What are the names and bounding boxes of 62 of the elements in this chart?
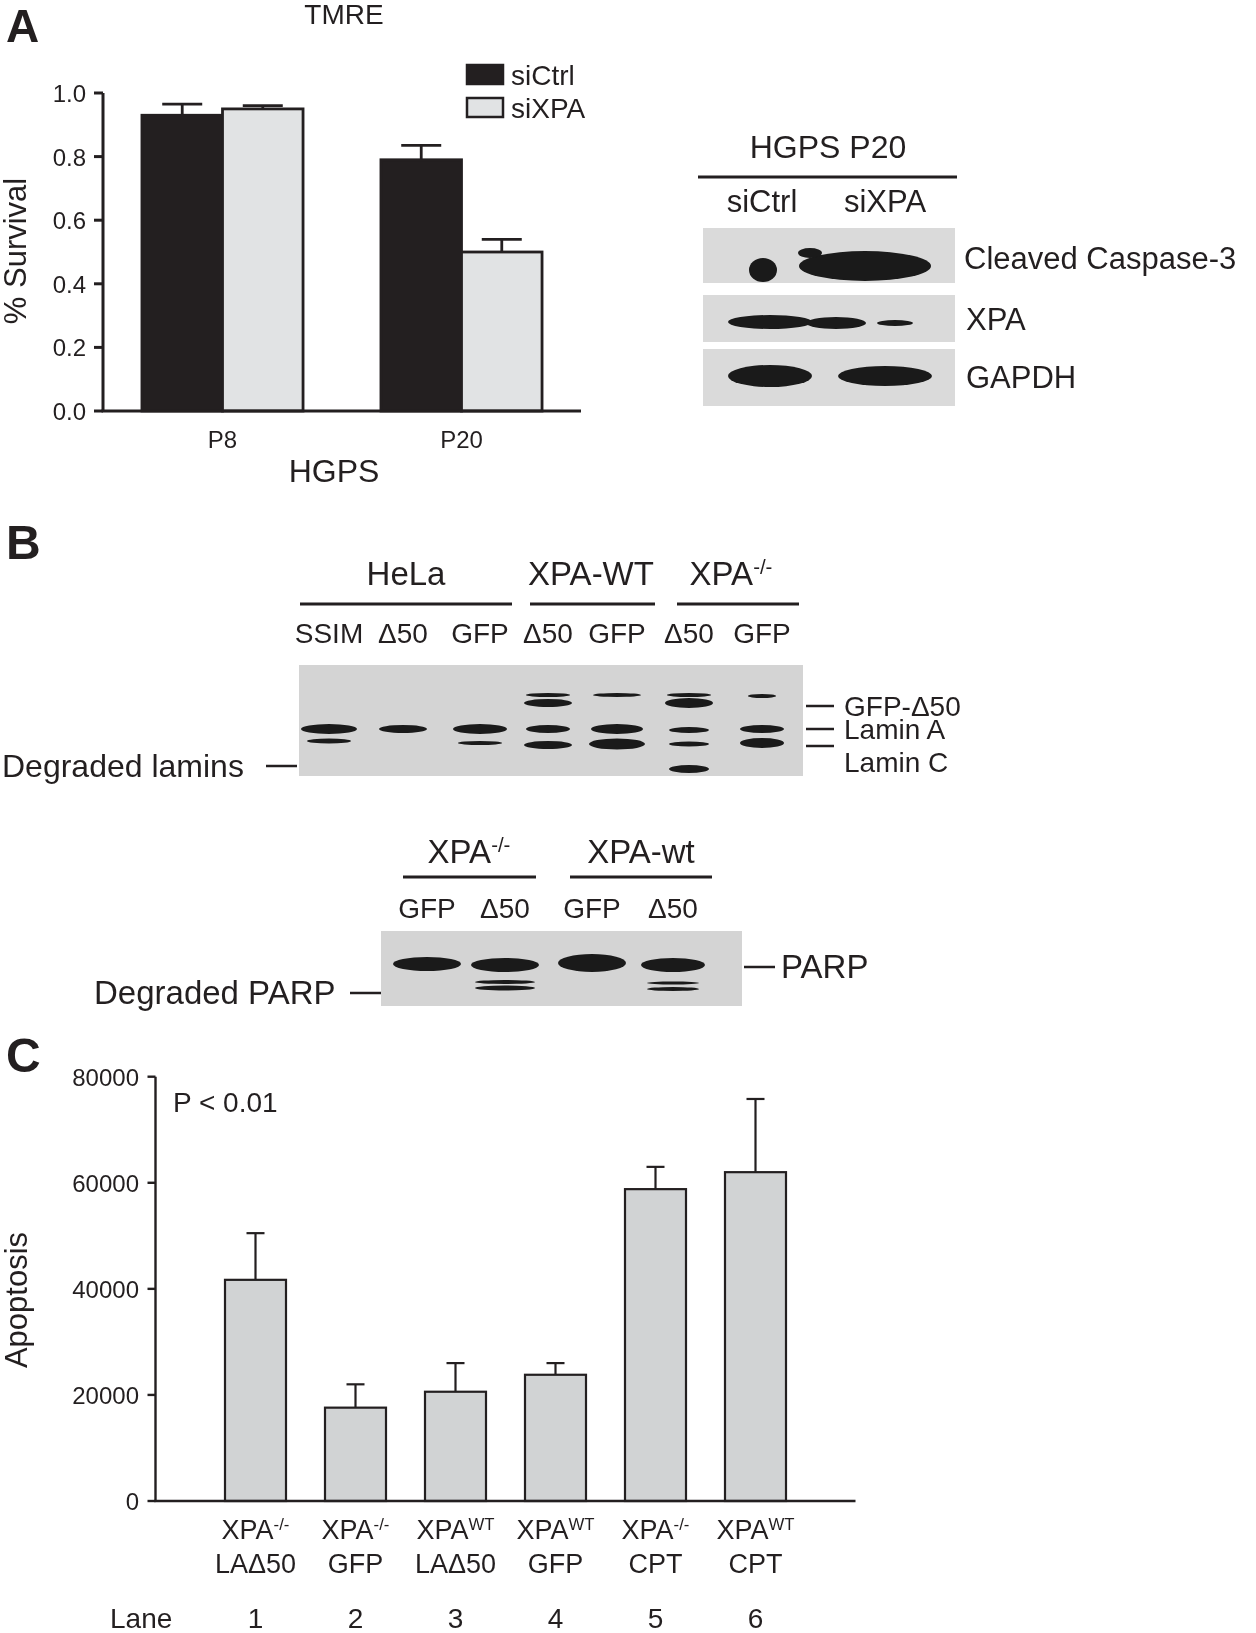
x-tick-label: XPA$^{-/-}$ CPT bbox=[621, 1514, 690, 1579]
y-tick-label: 0.4 bbox=[52, 270, 86, 298]
y-tick-label: 0 bbox=[125, 1487, 139, 1515]
text: HGPS P20 bbox=[749, 129, 907, 165]
y-tick-label: 40000 bbox=[72, 1275, 139, 1303]
y-axis-title: Apoptosis bbox=[0, 1231, 34, 1369]
text: GFP bbox=[563, 893, 621, 924]
text: GFP bbox=[451, 618, 509, 649]
chart-title: TMRE bbox=[304, 0, 384, 30]
text: GFP bbox=[398, 893, 456, 924]
text: Δ50 bbox=[378, 618, 428, 649]
y-tick-label: 1.0 bbox=[52, 79, 86, 107]
x-tick-label: XPA$^{WT}$ GFP bbox=[516, 1514, 595, 1579]
y-tick-label: 0.8 bbox=[52, 143, 86, 171]
y-tick-label: 0.0 bbox=[52, 397, 86, 425]
text: Lane bbox=[110, 1603, 173, 1633]
text: siXPA bbox=[843, 184, 927, 219]
text: C bbox=[6, 1029, 41, 1082]
x-tick-label: XPA$^{-/-}$ GFP bbox=[321, 1514, 390, 1579]
text: GFP bbox=[733, 618, 791, 649]
text: 2 bbox=[347, 1603, 364, 1633]
legend-label: siXPA bbox=[511, 92, 586, 123]
text: XPA bbox=[966, 302, 1027, 337]
text: GFP bbox=[588, 618, 646, 649]
text: Cleaved Caspase-3 bbox=[964, 241, 1237, 276]
x-tick-label: XPA$^{WT}$ CPT bbox=[716, 1514, 795, 1579]
text: XPA-wt bbox=[587, 833, 695, 870]
text: PARP bbox=[781, 948, 869, 985]
x-tick-label: XPA$^{-/-}$ LAΔ50 bbox=[214, 1514, 297, 1579]
annotation: P < 0.01 bbox=[173, 1087, 278, 1118]
text: SSIM bbox=[294, 618, 364, 649]
text: Lamin C bbox=[844, 747, 949, 778]
y-tick-label: 60000 bbox=[72, 1169, 139, 1197]
text: XPA-WT bbox=[528, 555, 654, 592]
y-tick-label: 20000 bbox=[72, 1381, 139, 1409]
x-axis-title: HGPS bbox=[288, 453, 380, 489]
text: B bbox=[6, 516, 41, 569]
text: siCtrl bbox=[726, 184, 798, 219]
y-tick-label: 0.2 bbox=[52, 333, 86, 361]
text: 4 bbox=[547, 1603, 564, 1633]
y-tick-label: 80000 bbox=[72, 1063, 139, 1091]
text: Degraded PARP bbox=[94, 974, 336, 1011]
text: Δ50 bbox=[480, 893, 530, 924]
text: XPA$^{-/-}$ bbox=[427, 832, 511, 870]
text: Degraded lamins bbox=[2, 748, 244, 784]
y-tick-label: 0.6 bbox=[52, 206, 86, 234]
text: 5 bbox=[647, 1603, 664, 1633]
text: 1 bbox=[247, 1603, 264, 1633]
text: HeLa bbox=[366, 555, 447, 592]
text: Δ50 bbox=[648, 893, 698, 924]
text: A bbox=[6, 0, 40, 52]
y-axis-title: % Survival bbox=[0, 177, 33, 325]
text: Δ50 bbox=[523, 618, 573, 649]
x-tick-label: XPA$^{WT}$ LAΔ50 bbox=[414, 1514, 497, 1579]
x-tick-label: P8 bbox=[207, 426, 238, 453]
text: GAPDH bbox=[966, 360, 1077, 395]
text: 3 bbox=[447, 1603, 464, 1633]
legend-label: siCtrl bbox=[511, 59, 575, 90]
text: 6 bbox=[747, 1603, 764, 1633]
text: Δ50 bbox=[664, 618, 714, 649]
text: XPA$^{-/-}$ bbox=[689, 554, 773, 592]
x-tick-label: P20 bbox=[440, 426, 483, 453]
